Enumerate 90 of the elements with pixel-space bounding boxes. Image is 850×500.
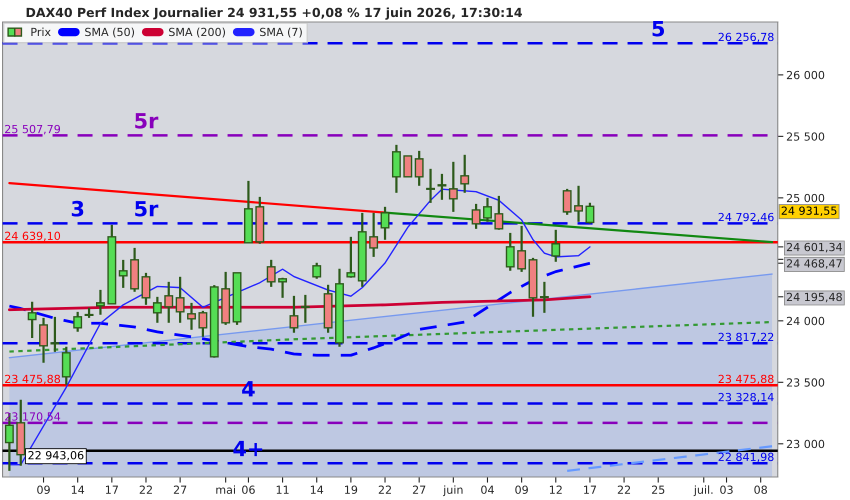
candlestick bbox=[472, 202, 481, 230]
candlestick bbox=[448, 160, 458, 213]
candlestick bbox=[176, 276, 185, 324]
x-tick-label: 25 bbox=[652, 486, 664, 494]
candlestick bbox=[494, 194, 504, 231]
candlestick bbox=[460, 154, 470, 194]
candlestick bbox=[266, 258, 276, 288]
candlestick bbox=[73, 310, 82, 333]
candlestick bbox=[437, 172, 446, 201]
y-tick-label: 24 195,48 bbox=[786, 292, 842, 302]
y-tick-label: 24 468,47 bbox=[786, 259, 842, 269]
candlestick bbox=[562, 188, 572, 216]
legend-label: SMA (7) bbox=[260, 28, 302, 38]
candlestick bbox=[198, 310, 208, 338]
candlestick bbox=[164, 280, 174, 324]
x-tick-label: 11 bbox=[276, 486, 289, 494]
annotation: 24 639,10 bbox=[5, 232, 60, 242]
legend-label: SMA (50) bbox=[85, 28, 134, 38]
legend-label: SMA (200) bbox=[169, 28, 226, 38]
x-tick-label: 19 bbox=[345, 486, 358, 494]
x-tick-label: 17 bbox=[106, 486, 118, 494]
candlestick bbox=[142, 272, 150, 306]
x-tick-label: 14 bbox=[310, 486, 324, 494]
x-tick-label: juil. bbox=[694, 485, 712, 496]
candlestick bbox=[84, 306, 94, 319]
y-tick-label: 23 500 bbox=[786, 378, 824, 387]
chart-title: DAX40 Perf Index Journalier 24 931,55 +0,08 % 17 juin 2026, 17:30:14 bbox=[26, 8, 522, 20]
candlestick bbox=[118, 258, 128, 289]
candlestick bbox=[290, 294, 298, 334]
candlestick bbox=[414, 150, 424, 187]
candlestick bbox=[369, 212, 378, 258]
y-tick-label: 24 601,34 bbox=[786, 242, 842, 252]
candlestick bbox=[300, 294, 310, 324]
y-tick-label: 25 000 bbox=[786, 194, 824, 202]
candlestick bbox=[551, 228, 560, 263]
annotation: 25 507,79 bbox=[5, 124, 60, 134]
x-tick-label: 08 bbox=[754, 486, 767, 494]
candlestick bbox=[483, 196, 492, 223]
candlestick bbox=[96, 288, 105, 316]
x-tick-label: juin bbox=[442, 485, 463, 496]
ref-line-label: 23 328,14 bbox=[718, 392, 774, 402]
candlestick bbox=[426, 168, 436, 204]
x-tick-label: 22 bbox=[378, 486, 391, 494]
candlestick bbox=[50, 316, 60, 353]
x-tick-label: 06 bbox=[242, 486, 255, 494]
candlestick bbox=[62, 346, 71, 386]
ref-line-label: 24 792,46 bbox=[718, 212, 774, 222]
x-tick-label: 12 bbox=[550, 486, 562, 494]
ref-line-label: 23 817,22 bbox=[718, 332, 774, 342]
annotation: 22 943,06 bbox=[28, 450, 84, 461]
candlestick bbox=[403, 155, 412, 178]
candlestick bbox=[506, 232, 515, 272]
candlestick bbox=[517, 224, 526, 273]
ref-line-label: 22 841,98 bbox=[718, 452, 774, 462]
x-tick-label: 27 bbox=[412, 486, 426, 494]
x-tick-label: 27 bbox=[174, 486, 186, 494]
line-series bbox=[8, 262, 592, 357]
candlestick bbox=[28, 300, 37, 340]
ref-line-label: 26 256,78 bbox=[718, 32, 774, 42]
annotation: 5r bbox=[135, 201, 158, 217]
ref-line-label: 23 475,88 bbox=[718, 374, 774, 384]
candlestick bbox=[39, 316, 48, 364]
legend-label: Prix bbox=[31, 28, 51, 36]
candlestick bbox=[540, 280, 549, 314]
x-tick-label: 09 bbox=[37, 486, 50, 494]
candlestick bbox=[346, 236, 356, 279]
annotation: 5 bbox=[652, 21, 664, 36]
x-tick-label: 04 bbox=[481, 486, 494, 494]
candlestick bbox=[312, 262, 322, 280]
candlestick bbox=[187, 302, 196, 331]
y-tick-label: 24 000 bbox=[786, 316, 824, 326]
text: 24 931,55 bbox=[782, 206, 836, 216]
annotation: 23 475,88 bbox=[5, 374, 60, 384]
x-tick-label: 22 bbox=[618, 486, 630, 494]
candlestick bbox=[574, 184, 583, 223]
x-tick-label: 09 bbox=[515, 486, 528, 494]
x-tick-label: 22 bbox=[140, 486, 152, 494]
y-tick-label: 25 500 bbox=[786, 132, 824, 141]
candlestick bbox=[278, 276, 288, 299]
candlestick bbox=[152, 296, 162, 324]
x-tick-label: 17 bbox=[584, 486, 596, 494]
y-tick-label: 26 000 bbox=[786, 70, 824, 80]
x-tick-label: 14 bbox=[72, 486, 84, 494]
annotation: 3 bbox=[72, 200, 84, 217]
candlestick bbox=[380, 206, 390, 241]
x-tick-label: 03 bbox=[720, 486, 733, 494]
y-tick-label: 23 000 bbox=[786, 440, 824, 448]
candlestick bbox=[585, 202, 594, 225]
x-tick-label: mai bbox=[216, 485, 235, 494]
annotation: 5r bbox=[135, 113, 158, 129]
